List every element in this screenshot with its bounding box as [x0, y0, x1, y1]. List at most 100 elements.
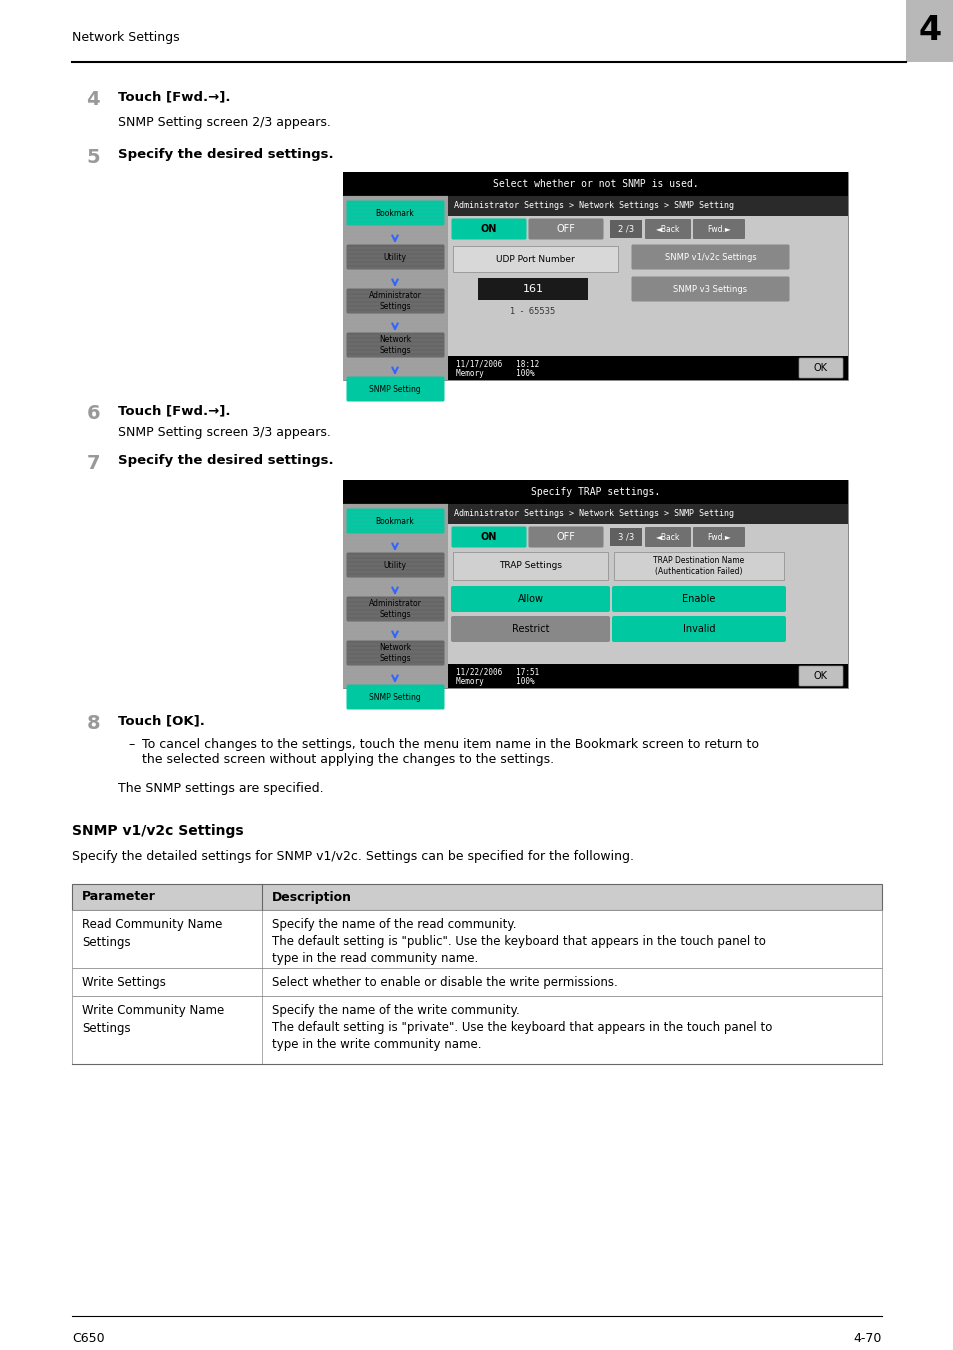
Bar — [448, 196, 847, 216]
Text: Select whether or not SNMP is used.: Select whether or not SNMP is used. — [492, 180, 698, 189]
Text: SNMP Setting screen 3/3 appears.: SNMP Setting screen 3/3 appears. — [118, 427, 331, 439]
Bar — [71, 996, 882, 1064]
Text: Parameter: Parameter — [82, 891, 155, 903]
FancyBboxPatch shape — [644, 219, 690, 239]
Bar — [343, 504, 448, 688]
Text: ◄Back: ◄Back — [655, 532, 679, 541]
FancyBboxPatch shape — [528, 526, 603, 548]
FancyBboxPatch shape — [644, 526, 690, 547]
Bar — [448, 196, 847, 379]
Text: Bookmark: Bookmark — [375, 517, 414, 525]
Bar — [448, 356, 847, 379]
Bar — [448, 504, 847, 688]
Bar — [343, 196, 448, 379]
Bar — [71, 968, 882, 996]
Text: Write Community Name
Settings: Write Community Name Settings — [82, 1004, 224, 1035]
Text: Utility: Utility — [383, 252, 406, 262]
Text: 11/22/2006   17:51: 11/22/2006 17:51 — [456, 667, 538, 676]
Text: –: – — [128, 738, 134, 751]
Text: SNMP v3 Settings: SNMP v3 Settings — [673, 285, 747, 293]
Text: Memory       100%: Memory 100% — [456, 370, 534, 378]
Bar — [448, 504, 847, 524]
Text: Network Settings: Network Settings — [71, 31, 179, 45]
FancyBboxPatch shape — [346, 332, 444, 358]
FancyBboxPatch shape — [692, 526, 744, 547]
FancyBboxPatch shape — [528, 219, 603, 239]
Bar — [453, 246, 618, 271]
Text: Select whether to enable or disable the write permissions.: Select whether to enable or disable the … — [272, 976, 618, 990]
FancyBboxPatch shape — [346, 597, 444, 621]
Bar — [477, 278, 587, 300]
Text: Specify the desired settings.: Specify the desired settings. — [118, 454, 334, 467]
Text: SNMP Setting: SNMP Setting — [369, 385, 420, 393]
Text: 2 /3: 2 /3 — [618, 224, 634, 234]
Text: ON: ON — [480, 224, 497, 234]
Text: Description: Description — [272, 891, 352, 903]
FancyBboxPatch shape — [631, 277, 789, 301]
FancyBboxPatch shape — [346, 201, 444, 225]
Text: Fwd.►: Fwd.► — [706, 532, 730, 541]
Text: Administrator Settings > Network Settings > SNMP Setting: Administrator Settings > Network Setting… — [454, 509, 733, 518]
Bar — [448, 664, 847, 689]
Text: Memory       100%: Memory 100% — [456, 678, 534, 687]
Text: 4-70: 4-70 — [853, 1331, 882, 1345]
Bar — [343, 481, 847, 504]
Text: Specify the detailed settings for SNMP v1/v2c. Settings can be specified for the: Specify the detailed settings for SNMP v… — [71, 850, 634, 863]
Bar — [609, 220, 641, 238]
Text: To cancel changes to the settings, touch the menu item name in the Bookmark scre: To cancel changes to the settings, touch… — [142, 738, 759, 765]
Text: OK: OK — [813, 671, 827, 680]
Text: Restrict: Restrict — [511, 624, 549, 634]
Text: SNMP v1/v2c Settings: SNMP v1/v2c Settings — [71, 824, 243, 838]
FancyBboxPatch shape — [346, 377, 444, 401]
FancyBboxPatch shape — [451, 586, 609, 612]
FancyBboxPatch shape — [451, 526, 526, 548]
Text: Utility: Utility — [383, 560, 406, 570]
Bar — [71, 910, 882, 968]
FancyBboxPatch shape — [692, 219, 744, 239]
Bar — [614, 552, 783, 580]
Text: Administrator Settings > Network Settings > SNMP Setting: Administrator Settings > Network Setting… — [454, 201, 733, 211]
Bar — [343, 171, 847, 196]
Text: Specify TRAP settings.: Specify TRAP settings. — [530, 487, 659, 497]
Text: Network
Settings: Network Settings — [378, 335, 411, 355]
Bar — [905, 0, 953, 62]
FancyBboxPatch shape — [799, 666, 842, 686]
Text: OFF: OFF — [556, 532, 575, 541]
FancyBboxPatch shape — [346, 640, 444, 666]
Text: Specify the name of the write community.
The default setting is "private". Use t: Specify the name of the write community.… — [272, 1004, 772, 1052]
FancyBboxPatch shape — [631, 244, 789, 270]
Text: TRAP Destination Name
(Authentication Failed): TRAP Destination Name (Authentication Fa… — [653, 556, 744, 575]
Text: Bookmark: Bookmark — [375, 208, 414, 217]
Text: Enable: Enable — [681, 594, 715, 603]
Text: Network
Settings: Network Settings — [378, 644, 411, 663]
FancyBboxPatch shape — [612, 616, 785, 643]
Bar — [71, 884, 882, 910]
Text: Administrator
Settings: Administrator Settings — [368, 292, 421, 311]
Text: Write Settings: Write Settings — [82, 976, 166, 990]
Bar — [343, 481, 847, 688]
Text: 11/17/2006   18:12: 11/17/2006 18:12 — [456, 359, 538, 369]
Text: Touch [Fwd.→].: Touch [Fwd.→]. — [118, 90, 231, 103]
Text: Specify the name of the read community.
The default setting is "public". Use the: Specify the name of the read community. … — [272, 918, 765, 965]
FancyBboxPatch shape — [612, 586, 785, 612]
Text: SNMP v1/v2c Settings: SNMP v1/v2c Settings — [664, 252, 756, 262]
Text: OK: OK — [813, 363, 827, 373]
Text: Invalid: Invalid — [682, 624, 715, 634]
Text: 7: 7 — [87, 454, 100, 472]
Bar — [453, 552, 607, 580]
FancyBboxPatch shape — [346, 684, 444, 710]
Text: Administrator
Settings: Administrator Settings — [368, 599, 421, 618]
Text: Specify the desired settings.: Specify the desired settings. — [118, 148, 334, 161]
FancyBboxPatch shape — [451, 616, 609, 643]
Text: Fwd.►: Fwd.► — [706, 224, 730, 234]
Text: C650: C650 — [71, 1331, 105, 1345]
Text: 8: 8 — [87, 714, 100, 733]
Bar — [609, 528, 641, 545]
Text: 161: 161 — [522, 284, 543, 294]
FancyBboxPatch shape — [346, 509, 444, 533]
Text: SNMP Setting screen 2/3 appears.: SNMP Setting screen 2/3 appears. — [118, 116, 331, 130]
Text: 4: 4 — [87, 90, 100, 109]
FancyBboxPatch shape — [346, 552, 444, 578]
Text: OFF: OFF — [556, 224, 575, 234]
FancyBboxPatch shape — [346, 289, 444, 313]
